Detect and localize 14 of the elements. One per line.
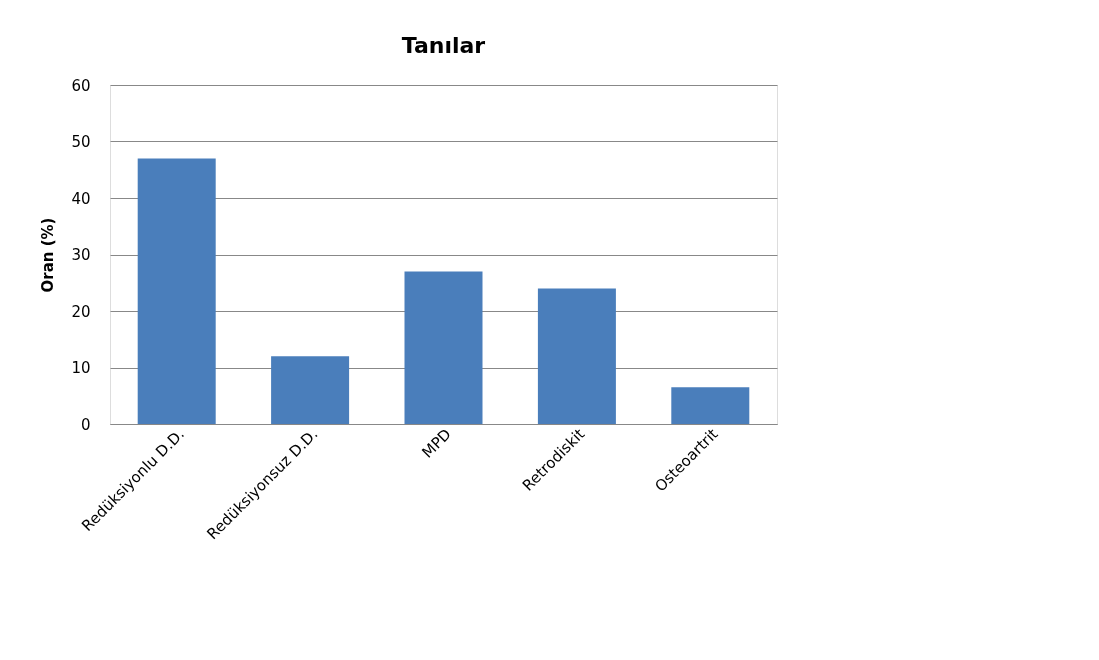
chart-title: Tanılar (401, 33, 486, 58)
y-tick-label: 60 (71, 76, 91, 95)
y-tick-label: 10 (71, 359, 91, 377)
bar (671, 387, 750, 424)
bar (271, 356, 350, 424)
bar (537, 288, 616, 424)
bar (137, 158, 216, 424)
y-tick-label: 20 (71, 302, 91, 321)
y-axis-title: Oran (%) (39, 217, 58, 293)
y-tick-label: 30 (71, 246, 91, 264)
y-tick-label: 0 (80, 415, 91, 434)
y-tick-label: 50 (71, 133, 91, 151)
bar (404, 271, 483, 424)
y-tick-label: 40 (71, 189, 91, 208)
